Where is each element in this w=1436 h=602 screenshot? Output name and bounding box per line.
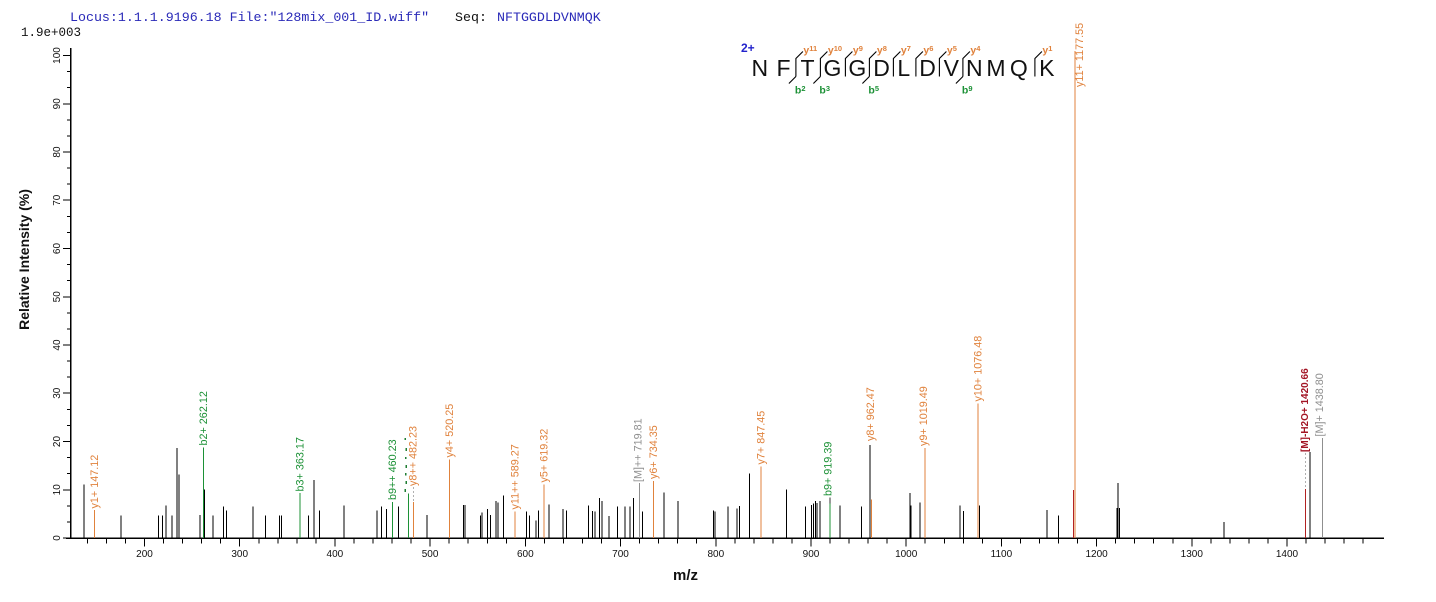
svg-text:1200: 1200: [1085, 549, 1108, 560]
svg-text:y4: y4: [970, 44, 981, 57]
svg-text:b2: b2: [795, 84, 806, 97]
svg-text:b2+ 262.12: b2+ 262.12: [198, 391, 210, 445]
svg-text:D: D: [919, 55, 936, 81]
svg-text:F: F: [776, 55, 790, 81]
svg-text:b9+ 919.39: b9+ 919.39: [823, 442, 835, 496]
svg-text:Locus:1.1.1.9196.18 File:"128m: Locus:1.1.1.9196.18 File:"128mix_001_ID.…: [70, 10, 429, 25]
svg-text:90: 90: [52, 98, 63, 110]
svg-text:10: 10: [52, 484, 63, 496]
svg-text:y6+ 734.35: y6+ 734.35: [648, 425, 660, 479]
svg-text:y7: y7: [901, 44, 911, 57]
svg-text:1300: 1300: [1181, 549, 1204, 560]
svg-text:500: 500: [422, 549, 439, 560]
svg-text:0: 0: [52, 535, 63, 541]
svg-text:y8: y8: [877, 44, 887, 57]
svg-text:60: 60: [52, 243, 63, 255]
svg-text:1400: 1400: [1276, 549, 1299, 560]
svg-text:1.9e+003: 1.9e+003: [21, 26, 81, 40]
svg-text:M: M: [986, 55, 1005, 81]
svg-text:N: N: [751, 55, 768, 81]
svg-text:G: G: [824, 55, 842, 81]
svg-text:V: V: [944, 55, 960, 81]
svg-text:y4+ 520.25: y4+ 520.25: [444, 404, 456, 458]
svg-text:b5: b5: [868, 84, 879, 97]
svg-text:100: 100: [52, 47, 63, 64]
svg-text:NFTGGDLDVNMQK: NFTGGDLDVNMQK: [497, 10, 601, 25]
svg-text:y6: y6: [923, 44, 933, 57]
svg-text:600: 600: [517, 549, 534, 560]
svg-text:700: 700: [612, 549, 629, 560]
svg-text:[M]+ 1438.80: [M]+ 1438.80: [1314, 373, 1326, 436]
svg-text:y11+ 1177.55: y11+ 1177.55: [1074, 23, 1086, 87]
svg-text:N: N: [966, 55, 983, 81]
svg-text:200: 200: [136, 549, 153, 560]
svg-text:b3+ 363.17: b3+ 363.17: [295, 437, 307, 491]
svg-text:[M]++ 719.81: [M]++ 719.81: [632, 418, 644, 482]
svg-text:2+: 2+: [741, 41, 755, 55]
svg-text:b9++ 460.23: b9++ 460.23: [387, 439, 399, 500]
svg-text:y8++ 482.23: y8++ 482.23: [408, 426, 420, 486]
svg-text:30: 30: [52, 387, 63, 399]
svg-text:300: 300: [231, 549, 248, 560]
svg-text:b3: b3: [819, 84, 830, 97]
svg-text:G: G: [848, 55, 866, 81]
svg-text:1100: 1100: [991, 549, 1013, 560]
svg-text:b9: b9: [962, 84, 973, 97]
svg-text:L: L: [897, 55, 910, 81]
svg-text:y9: y9: [853, 44, 863, 57]
svg-text:T: T: [800, 55, 814, 81]
svg-text:70: 70: [52, 194, 63, 206]
svg-text:[M]-H2O+ 1420.66: [M]-H2O+ 1420.66: [1300, 368, 1311, 452]
svg-text:800: 800: [707, 549, 724, 560]
svg-text:400: 400: [327, 549, 344, 560]
svg-text:y1+ 147.12: y1+ 147.12: [89, 455, 101, 509]
svg-text:K: K: [1039, 55, 1055, 81]
svg-text:y10+ 1076.48: y10+ 1076.48: [973, 336, 985, 402]
svg-text:Q: Q: [1010, 55, 1028, 81]
svg-text:y5+ 619.32: y5+ 619.32: [538, 429, 550, 483]
svg-text:1000: 1000: [895, 549, 918, 560]
svg-text:m/z: m/z: [673, 567, 698, 584]
svg-text:Seq:: Seq:: [455, 10, 487, 25]
svg-text:y7+ 847.45: y7+ 847.45: [756, 411, 768, 465]
svg-text:y9+ 1019.49: y9+ 1019.49: [918, 386, 930, 446]
svg-text:y5: y5: [947, 44, 957, 57]
svg-text:80: 80: [52, 146, 63, 158]
svg-text:40: 40: [52, 339, 63, 351]
svg-text:y1: y1: [1042, 44, 1052, 57]
svg-text:20: 20: [52, 436, 63, 448]
svg-text:y11++ 589.27: y11++ 589.27: [510, 444, 522, 509]
svg-text:Relative Intensity (%): Relative Intensity (%): [16, 189, 32, 330]
svg-text:y8+ 962.47: y8+ 962.47: [865, 387, 877, 441]
svg-text:50: 50: [52, 291, 63, 303]
svg-text:D: D: [873, 55, 890, 81]
svg-text:900: 900: [803, 549, 820, 560]
